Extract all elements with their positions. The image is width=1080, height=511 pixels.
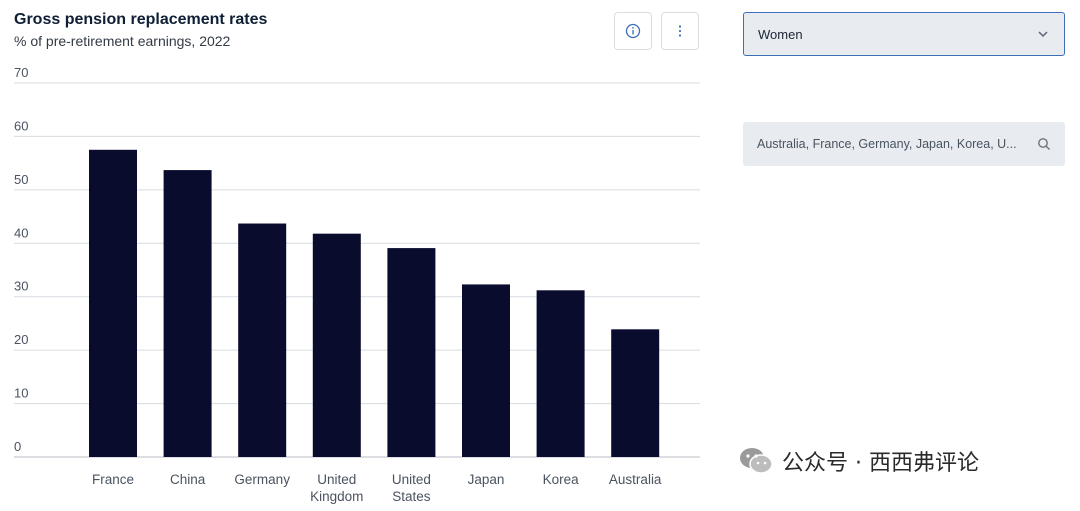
x-tick-label: Japan bbox=[468, 472, 505, 487]
watermark-text: 公众号 · 西西弗评论 bbox=[782, 451, 979, 476]
bar-france[interactable] bbox=[89, 149, 137, 458]
wechat-icon bbox=[740, 448, 773, 474]
y-tick-label: 70 bbox=[14, 65, 28, 80]
chevron-down-icon bbox=[1038, 31, 1048, 38]
bar-japan[interactable] bbox=[462, 284, 510, 457]
y-tick-label: 60 bbox=[14, 118, 28, 133]
country-search-input[interactable]: Australia, France, Germany, Japan, Korea… bbox=[743, 122, 1065, 166]
bar-australia[interactable] bbox=[611, 329, 660, 457]
x-tick-label: China bbox=[170, 472, 206, 487]
bar-korea[interactable] bbox=[536, 290, 585, 457]
x-tick-label: Australia bbox=[609, 472, 662, 487]
country-search-value: Australia, France, Germany, Japan, Korea… bbox=[757, 137, 1017, 151]
gender-select-value: Women bbox=[758, 26, 803, 42]
y-tick-label: 50 bbox=[14, 172, 28, 187]
y-tick-label: 10 bbox=[14, 386, 28, 401]
y-tick-label: 20 bbox=[14, 332, 28, 347]
bar-united-states[interactable] bbox=[387, 248, 436, 457]
x-tick-label: Germany bbox=[234, 472, 290, 487]
bar-chart: 0 10 20 30 40 50 60 70 France China Germany United K… bbox=[14, 65, 700, 504]
x-tick-label: States bbox=[392, 489, 431, 504]
chart-subtitle: % of pre-retirement earnings, 2022 bbox=[14, 33, 231, 49]
info-button[interactable] bbox=[614, 12, 652, 50]
info-icon bbox=[625, 23, 641, 39]
y-tick-label: 0 bbox=[14, 439, 21, 454]
x-tick-label: Kingdom bbox=[310, 489, 363, 504]
x-tick-label: Korea bbox=[543, 472, 580, 487]
y-tick-label: 40 bbox=[14, 225, 28, 240]
y-tick-label: 30 bbox=[14, 279, 28, 294]
bar-china[interactable] bbox=[163, 170, 212, 458]
x-tick-label: France bbox=[92, 472, 134, 487]
gender-select[interactable]: Women bbox=[743, 12, 1065, 56]
bar-united-kingdom[interactable] bbox=[312, 233, 361, 457]
chart-title: Gross pension replacement rates bbox=[14, 11, 268, 28]
watermark: 公众号 · 西西弗评论 bbox=[738, 445, 979, 477]
search-icon bbox=[1038, 138, 1050, 150]
more-vertical-icon bbox=[678, 25, 682, 37]
more-options-button[interactable] bbox=[661, 12, 699, 50]
bar-germany[interactable] bbox=[238, 223, 287, 457]
x-tick-label: United bbox=[317, 472, 356, 487]
x-tick-label: United bbox=[392, 472, 431, 487]
